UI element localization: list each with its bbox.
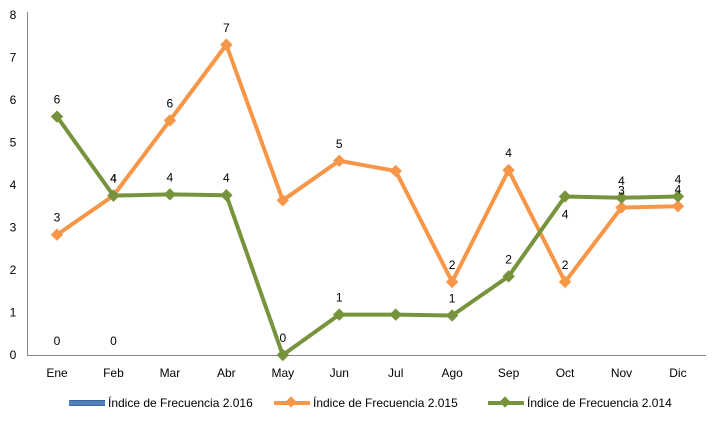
legend-label-2015: Índice de Frecuencia 2.015	[313, 396, 458, 410]
data-point-marker	[615, 191, 628, 204]
data-point-marker	[163, 188, 177, 201]
data-point-marker	[389, 164, 402, 178]
legend-item-2016: Índice de Frecuencia 2.016	[69, 393, 253, 413]
y-tick-label: 8	[10, 8, 17, 22]
legend-label-2014: Índice de Frecuencia 2.014	[527, 396, 672, 410]
x-tick-label: Nov	[611, 366, 632, 380]
data-point-marker	[333, 154, 346, 167]
data-point-marker	[50, 228, 64, 241]
data-point-marker	[50, 110, 64, 123]
data-point-marker	[107, 189, 120, 202]
y-tick-label: 3	[10, 221, 17, 235]
series-line-2	[55, 115, 678, 357]
y-tick-label: 6	[10, 93, 17, 107]
y-tick-label: 1	[10, 306, 17, 320]
x-tick-label: Sep	[498, 366, 520, 380]
data-label: 4	[110, 172, 117, 186]
data-point-marker	[163, 114, 177, 127]
data-label: 6	[54, 93, 61, 107]
y-tick-label: 4	[10, 178, 17, 192]
data-point-marker	[558, 275, 572, 289]
legend-swatch-2015	[274, 396, 310, 408]
data-label: 0	[110, 334, 117, 348]
data-label: 0	[54, 334, 61, 348]
y-tick-label: 7	[10, 51, 17, 65]
data-label: 4	[167, 170, 174, 184]
data-label: 4	[110, 172, 117, 186]
data-label: 5	[336, 137, 343, 151]
x-tick-label: Jun	[330, 366, 349, 380]
legend-marker-2015-icon	[285, 396, 297, 408]
x-tick-label: Feb	[103, 366, 124, 380]
data-label: 0	[279, 331, 286, 345]
data-point-marker	[671, 200, 685, 213]
x-tick-label: Abr	[217, 366, 236, 380]
legend: Índice de Frecuencia 2.016 Índice de Fre…	[0, 393, 719, 415]
legend-item-2014: Índice de Frecuencia 2.014	[488, 393, 672, 413]
data-label: 4	[562, 207, 569, 221]
data-point-marker	[502, 163, 515, 177]
data-point-marker	[389, 308, 402, 321]
data-point-marker	[276, 194, 290, 207]
data-label: 3	[618, 184, 625, 198]
data-label: 1	[449, 291, 456, 305]
data-label: 4	[675, 172, 682, 186]
series-lines	[50, 38, 685, 362]
data-label: 7	[223, 21, 230, 35]
legend-item-2015: Índice de Frecuencia 2.015	[274, 393, 458, 413]
data-label: 2	[449, 258, 456, 272]
y-tick-label: 0	[10, 348, 17, 362]
data-point-marker	[220, 38, 233, 51]
data-label: 4	[675, 182, 682, 196]
y-tick-label: 2	[10, 263, 17, 277]
x-tick-label: Ene	[46, 366, 68, 380]
data-point-marker	[333, 308, 346, 321]
data-label: 3	[54, 211, 61, 225]
data-point-marker	[502, 270, 515, 283]
data-point-marker	[671, 190, 685, 203]
data-point-marker	[615, 201, 628, 214]
x-tick-label: Oct	[556, 366, 575, 380]
data-label: 6	[167, 96, 174, 110]
data-point-marker	[276, 348, 290, 362]
legend-marker-2014-icon	[499, 396, 511, 408]
data-label: 4	[618, 174, 625, 188]
legend-swatch-2016	[69, 400, 105, 406]
x-tick-label: Dic	[669, 366, 686, 380]
series-line-1	[55, 42, 678, 284]
data-label: 1	[336, 291, 343, 305]
x-tick-label: Mar	[160, 366, 181, 380]
y-tick-label: 5	[10, 136, 17, 150]
legend-label-2016: Índice de Frecuencia 2.016	[108, 396, 253, 410]
x-tick-label: Jul	[388, 366, 403, 380]
data-point-marker	[220, 188, 233, 202]
data-label: 4	[223, 171, 230, 185]
data-label: 2	[505, 252, 512, 266]
data-label: 4	[505, 146, 512, 160]
x-tick-label: Ago	[441, 366, 463, 380]
x-tick-label: May	[271, 366, 294, 380]
data-point-marker	[445, 309, 459, 322]
data-point-marker	[445, 275, 459, 289]
y-tick-labels: 0 1 2 3 4 5 6 7 8	[10, 8, 17, 362]
legend-swatch-2014	[488, 396, 524, 408]
data-point-marker	[558, 190, 572, 203]
x-tick-labels: Ene Feb Mar Abr May Jun Jul Ago Sep Oct Nov Dic	[46, 366, 686, 380]
data-label: 2	[562, 258, 569, 272]
